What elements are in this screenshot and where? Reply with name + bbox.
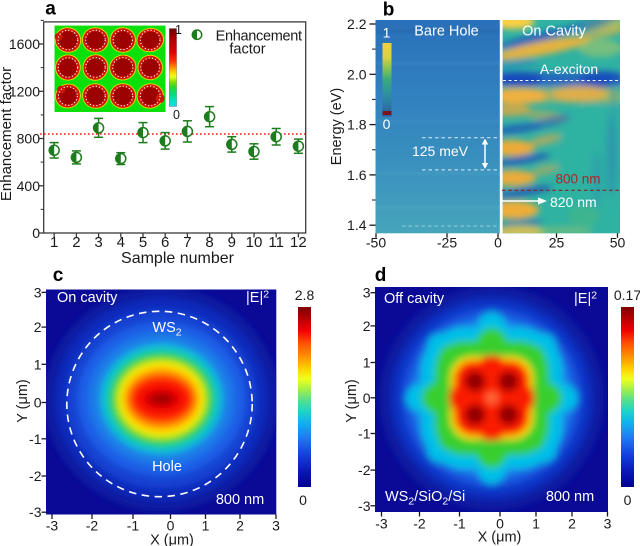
svg-text:A-exciton: A-exciton	[540, 61, 598, 77]
svg-text:1600: 1600	[9, 36, 40, 52]
svg-text:800: 800	[17, 131, 41, 147]
svg-text:800 nm: 800 nm	[216, 492, 264, 508]
svg-text:-2: -2	[86, 518, 99, 534]
svg-text:125 meV: 125 meV	[412, 143, 469, 159]
svg-text:25: 25	[549, 235, 565, 251]
svg-text:c: c	[53, 265, 64, 286]
svg-text:6: 6	[161, 234, 169, 251]
svg-text:X (μm): X (μm)	[478, 530, 522, 546]
svg-text:-3: -3	[29, 504, 42, 520]
svg-text:-2: -2	[413, 516, 426, 532]
svg-text:1.6: 1.6	[347, 167, 367, 183]
svg-text:3: 3	[363, 285, 371, 301]
svg-text:-50: -50	[366, 235, 386, 251]
svg-text:50: 50	[610, 235, 626, 251]
svg-text:3: 3	[94, 234, 102, 251]
svg-text:2.0: 2.0	[347, 66, 367, 82]
svg-text:factor: factor	[229, 41, 265, 57]
svg-text:2.2: 2.2	[347, 16, 367, 32]
svg-text:0: 0	[34, 395, 42, 411]
svg-text:3: 3	[604, 516, 612, 532]
svg-text:-1: -1	[358, 426, 371, 442]
svg-text:1: 1	[532, 516, 540, 532]
svg-text:0: 0	[32, 225, 40, 241]
svg-text:0: 0	[167, 518, 175, 534]
svg-text:820 nm: 820 nm	[550, 194, 597, 210]
svg-text:0: 0	[494, 235, 502, 251]
svg-text:1.8: 1.8	[347, 117, 367, 133]
svg-text:5: 5	[139, 234, 147, 251]
svg-text:d: d	[375, 265, 387, 286]
svg-text:-2: -2	[29, 468, 42, 484]
svg-text:0.17: 0.17	[614, 287, 640, 303]
svg-text:1: 1	[34, 356, 42, 372]
svg-text:1: 1	[383, 25, 391, 41]
svg-text:-3: -3	[375, 516, 388, 532]
svg-text:Y (μm): Y (μm)	[344, 379, 360, 423]
svg-text:On Cavity: On Cavity	[522, 24, 586, 40]
svg-text:-1: -1	[127, 518, 140, 534]
svg-text:7: 7	[183, 234, 191, 251]
svg-text:b: b	[383, 0, 395, 21]
svg-text:800 nm: 800 nm	[555, 172, 600, 187]
svg-text:10: 10	[246, 234, 263, 251]
svg-text:Enhancement factor: Enhancement factor	[0, 67, 15, 201]
svg-text:0: 0	[173, 108, 180, 122]
svg-text:2: 2	[568, 516, 576, 532]
svg-text:0: 0	[624, 492, 632, 508]
svg-text:a: a	[45, 0, 56, 20]
svg-text:1: 1	[50, 234, 58, 251]
svg-text:Energy (eV): Energy (eV)	[329, 88, 345, 165]
svg-text:-3: -3	[46, 518, 59, 534]
svg-text:WS2/SiO2/Si: WS2/SiO2/Si	[385, 489, 465, 508]
svg-text:1.4: 1.4	[347, 217, 367, 233]
svg-text:Enhancement: Enhancement	[216, 29, 302, 45]
svg-text:11: 11	[268, 234, 284, 251]
svg-text:Off cavity: Off cavity	[384, 291, 445, 307]
svg-text:8: 8	[205, 234, 213, 251]
svg-text:Y (μm): Y (μm)	[15, 379, 31, 423]
svg-text:On cavity: On cavity	[57, 290, 118, 306]
svg-text:800 nm: 800 nm	[546, 489, 594, 505]
svg-text:0: 0	[496, 516, 504, 532]
svg-text:Hole: Hole	[152, 459, 182, 475]
svg-text:-25: -25	[437, 235, 457, 251]
svg-text:Sample number: Sample number	[121, 250, 235, 267]
svg-text:1: 1	[175, 23, 182, 37]
svg-text:0: 0	[383, 116, 391, 132]
svg-text:-2: -2	[358, 462, 371, 478]
svg-text:-1: -1	[29, 431, 42, 447]
svg-text:400: 400	[17, 178, 41, 194]
svg-text:2.8: 2.8	[295, 287, 315, 303]
svg-text:1: 1	[202, 518, 210, 534]
svg-text:9: 9	[228, 234, 236, 251]
svg-text:0: 0	[363, 390, 371, 406]
svg-text:12: 12	[290, 234, 307, 251]
svg-text:2: 2	[34, 319, 42, 335]
svg-text:1: 1	[363, 355, 371, 371]
svg-text:-1: -1	[453, 516, 466, 532]
svg-text:-3: -3	[358, 498, 371, 514]
svg-text:2: 2	[236, 518, 244, 534]
svg-text:4: 4	[117, 234, 125, 251]
svg-text:2: 2	[72, 234, 80, 251]
svg-text:3: 3	[272, 518, 280, 534]
svg-text:0: 0	[299, 492, 307, 508]
svg-text:2: 2	[363, 318, 371, 334]
svg-text:3: 3	[34, 284, 42, 300]
svg-text:X (μm): X (μm)	[150, 533, 194, 546]
svg-text:Bare Hole: Bare Hole	[414, 24, 478, 40]
svg-text:WS2: WS2	[152, 320, 181, 339]
svg-text:1200: 1200	[9, 83, 40, 99]
